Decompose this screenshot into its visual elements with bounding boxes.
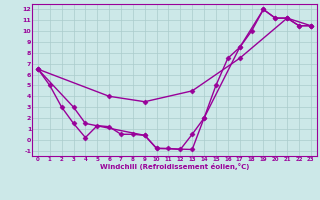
X-axis label: Windchill (Refroidissement éolien,°C): Windchill (Refroidissement éolien,°C) (100, 163, 249, 170)
